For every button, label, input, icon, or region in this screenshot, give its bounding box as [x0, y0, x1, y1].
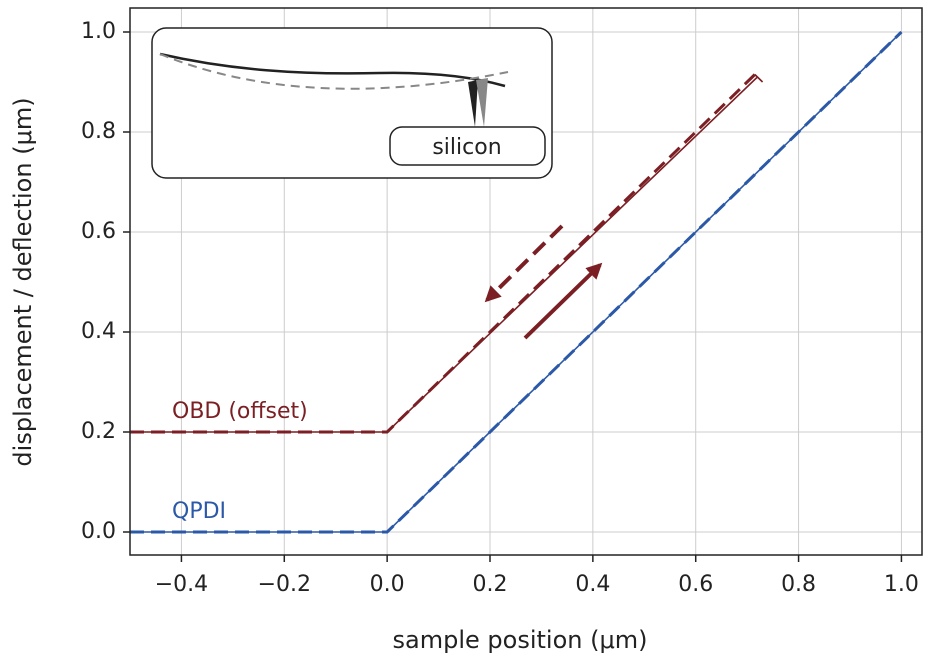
- x-tick-label: 0.6: [678, 572, 713, 597]
- series-line: [130, 30, 903, 534]
- arrows: [484, 224, 603, 340]
- cantilever-deflected: [159, 53, 509, 90]
- x-tick-label: 0.2: [473, 572, 508, 597]
- plot-frame: [129, 7, 923, 556]
- inset: silicon: [151, 27, 553, 179]
- cantilever: [159, 52, 506, 88]
- tip: [468, 80, 478, 127]
- inset-label: silicon: [432, 135, 501, 160]
- x-tick-label: −0.2: [258, 572, 311, 597]
- x-tick-label: 1.0: [884, 572, 919, 597]
- y-tick-label: 0.8: [81, 119, 116, 144]
- tip-deflected: [476, 78, 488, 127]
- retract-arrow: [484, 224, 564, 303]
- x-axis-label: sample position (μm): [393, 626, 648, 654]
- series-label: OBD (offset): [172, 399, 308, 424]
- plot-lines: [130, 30, 903, 534]
- y-axis-label: displacement / deflection (μm): [9, 97, 37, 466]
- series-label: QPDI: [172, 499, 226, 524]
- approach-arrow: [523, 262, 603, 340]
- sample-box: [389, 126, 546, 166]
- y-tick-label: 0.6: [81, 219, 116, 244]
- x-tick-label: 0.8: [781, 572, 816, 597]
- series-line: [130, 73, 756, 434]
- y-tick-label: 1.0: [81, 19, 116, 44]
- y-tick-label: 0.4: [81, 319, 116, 344]
- x-tick-label: −0.4: [155, 572, 208, 597]
- y-tick-label: 0.2: [81, 419, 116, 444]
- x-tick-label: 0.4: [575, 572, 610, 597]
- x-tick-label: 0.0: [370, 572, 405, 597]
- y-tick-label: 0.0: [81, 519, 116, 544]
